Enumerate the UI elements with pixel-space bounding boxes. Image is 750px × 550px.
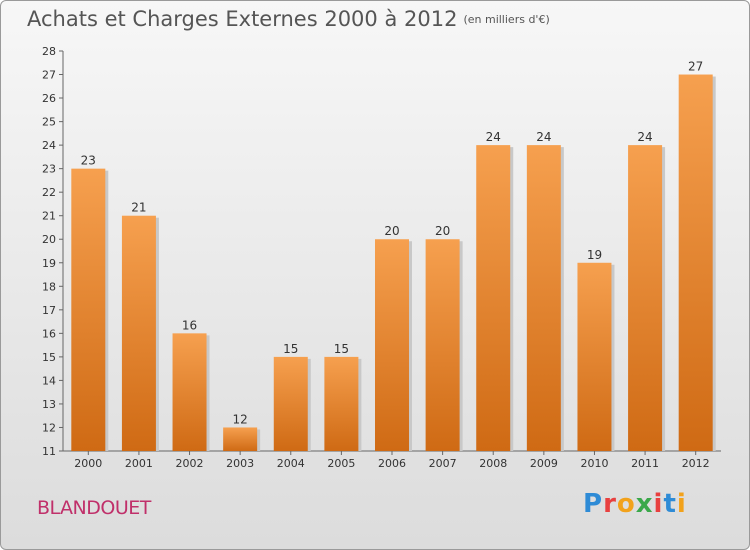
x-tick-label: 2000: [74, 457, 102, 470]
y-tick-label: 20: [42, 233, 56, 246]
bar-value-label: 24: [536, 130, 551, 144]
bar: [577, 262, 612, 451]
logo-letter: o: [616, 489, 636, 519]
bar: [476, 145, 511, 451]
bar-value-label: 15: [283, 342, 298, 356]
bar-value-label: 23: [81, 154, 96, 168]
bar-value-label: 20: [435, 224, 450, 238]
x-tick-label: 2011: [631, 457, 659, 470]
logo-letter: t: [663, 489, 677, 519]
y-tick-label: 17: [42, 304, 56, 317]
x-tick-label: 2007: [429, 457, 457, 470]
bar: [375, 239, 409, 451]
bar: [121, 215, 156, 451]
y-tick-label: 22: [42, 186, 56, 199]
unit-text: (en milliers d'€): [463, 13, 550, 26]
y-tick-label: 11: [42, 445, 56, 458]
logo-letter: i: [676, 489, 687, 519]
bar: [526, 145, 561, 451]
bar-value-label: 12: [233, 412, 248, 426]
bar-value-label: 21: [131, 201, 146, 215]
bar: [273, 356, 308, 451]
y-tick-label: 24: [42, 139, 56, 152]
x-tick-label: 2012: [682, 457, 710, 470]
x-tick-label: 2009: [530, 457, 558, 470]
bar-value-label: 20: [384, 224, 399, 238]
y-tick-label: 23: [42, 163, 56, 176]
bar: [71, 168, 106, 451]
proxiti-logo: Proxiti: [583, 489, 687, 519]
bar-value-label: 24: [637, 130, 652, 144]
x-tick-label: 2005: [327, 457, 355, 470]
logo-letter: i: [653, 489, 664, 519]
y-tick-label: 25: [42, 116, 56, 129]
bar-value-label: 24: [486, 130, 501, 144]
bar: [425, 239, 460, 451]
x-tick-label: 2004: [277, 457, 305, 470]
y-tick-label: 26: [42, 92, 56, 105]
y-tick-label: 14: [42, 374, 56, 387]
y-tick-label: 27: [42, 69, 56, 82]
title-text: Achats et Charges Externes 2000 à 2012: [27, 7, 458, 31]
x-tick-label: 2003: [226, 457, 254, 470]
logo-letter: x: [635, 489, 654, 519]
y-tick-label: 19: [42, 257, 56, 270]
bar: [172, 333, 207, 451]
x-tick-label: 2008: [479, 457, 507, 470]
y-tick-label: 13: [42, 398, 56, 411]
y-tick-label: 21: [42, 210, 56, 223]
x-tick-label: 2002: [176, 457, 204, 470]
chart-title: Achats et Charges Externes 2000 à 2012 (e…: [27, 7, 550, 31]
y-tick-label: 12: [42, 421, 56, 434]
bar-value-label: 27: [688, 60, 703, 74]
y-tick-label: 28: [42, 45, 56, 58]
bar-value-label: 16: [182, 318, 197, 332]
y-tick-label: 18: [42, 280, 56, 293]
bar: [324, 356, 359, 451]
x-tick-label: 2001: [125, 457, 153, 470]
x-tick-label: 2006: [378, 457, 406, 470]
bar: [678, 74, 713, 451]
logo-letter: P: [583, 489, 604, 519]
y-tick-label: 16: [42, 327, 56, 340]
bar: [223, 427, 258, 451]
y-tick-label: 15: [42, 351, 56, 364]
x-tick-label: 2010: [580, 457, 608, 470]
bar: [628, 145, 663, 451]
commune-name: BLANDOUET: [37, 497, 151, 519]
bar-value-label: 19: [587, 248, 602, 262]
bar-value-label: 15: [334, 342, 349, 356]
logo-letter: r: [603, 489, 617, 519]
